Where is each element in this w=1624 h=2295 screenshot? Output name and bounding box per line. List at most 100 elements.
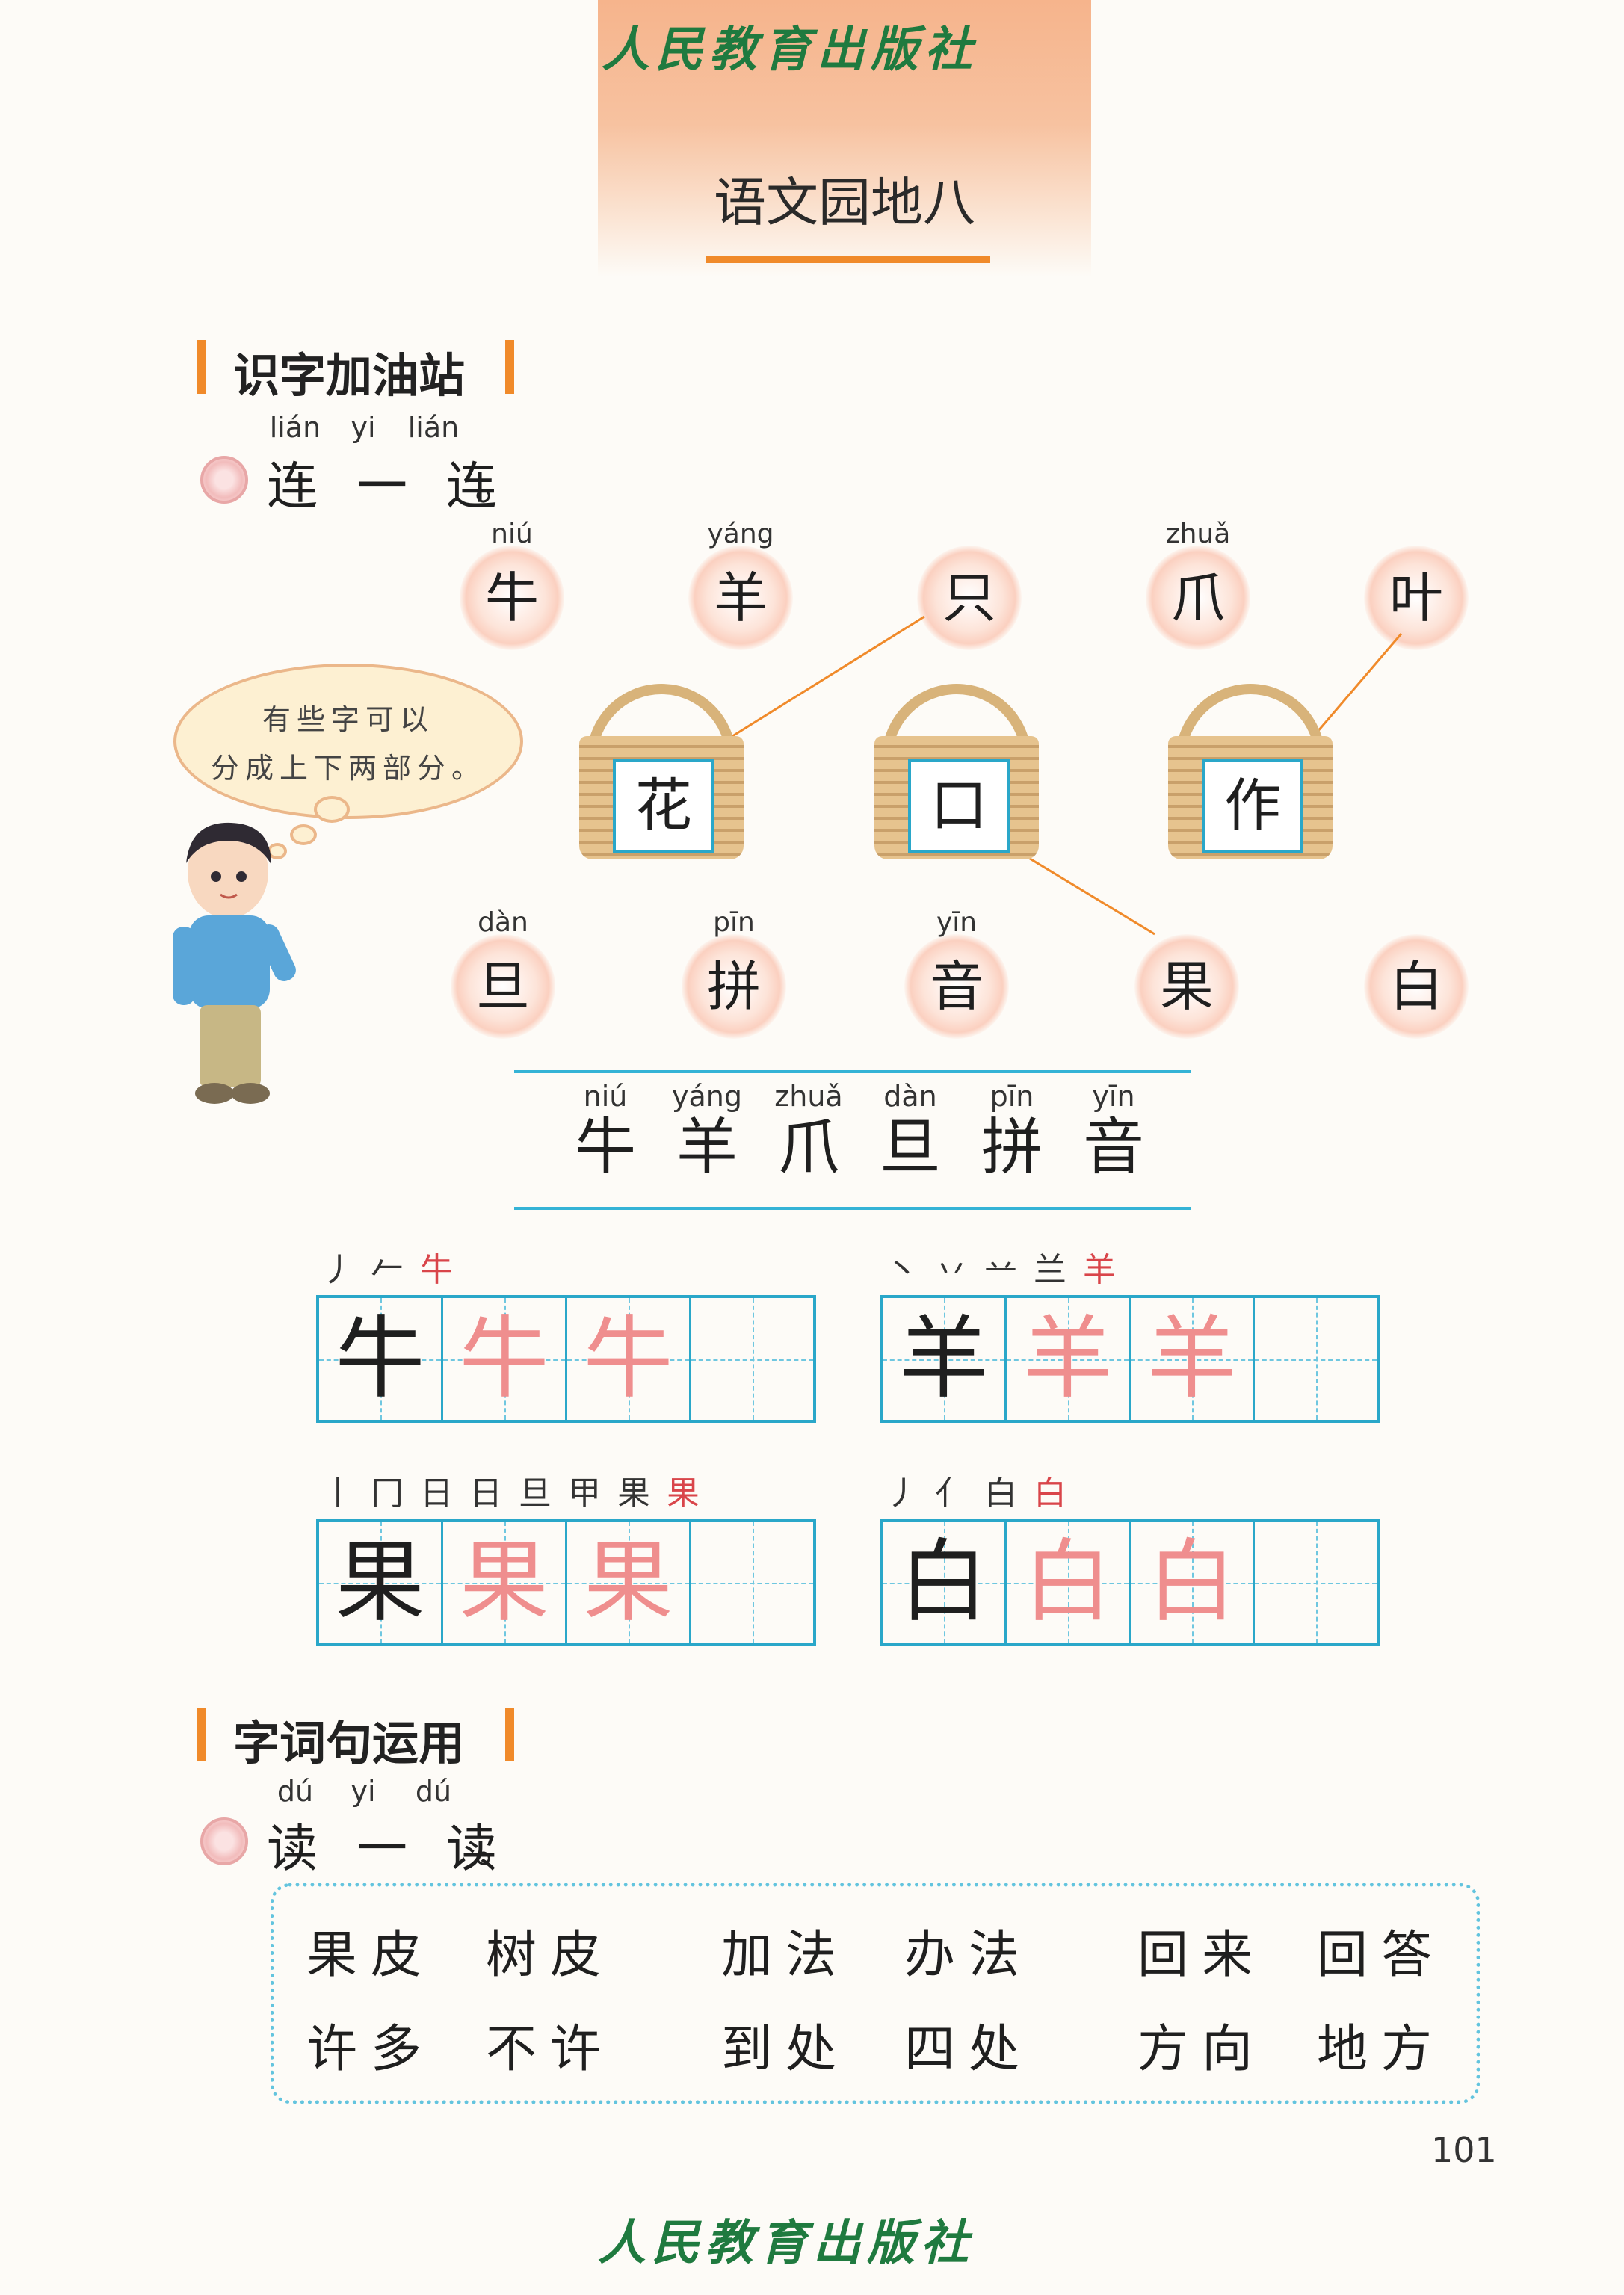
trace-char: 果 — [583, 1530, 673, 1634]
pinyin: pīn — [713, 907, 755, 938]
grid-cell-empty[interactable] — [1255, 1298, 1377, 1420]
basket-hua[interactable]: 花 — [579, 684, 744, 863]
model-char: 白 — [898, 1530, 989, 1634]
header-banner — [598, 0, 1091, 277]
stroke-order-yang: 丶 丷 䒑 兰 羊 — [886, 1243, 1116, 1291]
new-word: pīn 拼 — [975, 1080, 1049, 1182]
grid-cell[interactable]: 牛 — [319, 1298, 443, 1420]
pinyin: dàn — [883, 1080, 937, 1113]
grid-cell[interactable]: 牛 — [443, 1298, 567, 1420]
pinyin: zhuǎ — [1165, 519, 1231, 549]
component-char: 爪 — [1170, 566, 1225, 629]
writing-grid-bai[interactable]: 白 白 白 — [880, 1519, 1380, 1646]
instruction-text: 连一连 — [267, 457, 537, 516]
component-dan[interactable]: dàn 旦 — [451, 907, 555, 1039]
publisher-logo: 人民教育出版社 — [602, 22, 978, 78]
audio-icon — [200, 1817, 248, 1865]
basket-zuo[interactable]: 作 — [1168, 684, 1333, 863]
component-niu[interactable]: niú 牛 — [460, 519, 564, 650]
component-char: 牛 — [484, 566, 539, 629]
grid-cell[interactable]: 羊 — [1131, 1298, 1255, 1420]
grid-cell[interactable]: 羊 — [1007, 1298, 1131, 1420]
component-pin[interactable]: pīn 拼 — [682, 907, 786, 1039]
grid-cell[interactable]: 果 — [319, 1522, 443, 1643]
component-yang[interactable]: yáng 羊 — [688, 519, 793, 650]
title-underline — [706, 256, 990, 263]
instruction-pinyin: dú — [277, 1775, 314, 1808]
component-char: 拼 — [706, 955, 761, 1018]
component-char: 叶 — [1389, 566, 1443, 629]
component-char: 只 — [942, 566, 996, 629]
model-char: 羊 — [898, 1307, 989, 1411]
stroke-step: 丨 — [321, 1474, 354, 1513]
new-word: yáng 羊 — [670, 1080, 744, 1182]
line-zhi-hua — [702, 615, 925, 756]
component-zhua[interactable]: zhuǎ 爪 — [1146, 519, 1250, 650]
writing-grid-guo[interactable]: 果 果 果 — [316, 1519, 816, 1646]
pinyin: zhuǎ — [774, 1080, 843, 1113]
section-bar-left — [197, 340, 206, 394]
pinyin: pīn — [989, 1080, 1034, 1113]
page-title: 语文园地八 — [714, 172, 975, 233]
component-yin[interactable]: yīn 音 — [904, 907, 1009, 1039]
stroke-order-niu: 丿 𠂉 牛 — [321, 1243, 453, 1291]
grid-cell-empty[interactable] — [691, 1298, 813, 1420]
grid-cell-empty[interactable] — [1255, 1522, 1377, 1643]
writing-grid-yang[interactable]: 羊 羊 羊 — [880, 1295, 1380, 1423]
basket-char: 口 — [908, 759, 1010, 853]
basket-kou[interactable]: 口 — [874, 684, 1039, 863]
stroke-step: 日 — [469, 1474, 502, 1513]
grid-cell[interactable]: 白 — [1131, 1522, 1255, 1643]
word-item: 办法 — [904, 1926, 1034, 1985]
instruction-punct: 。 — [475, 459, 519, 511]
publisher-logo-footer: 人民教育出版社 — [598, 2215, 975, 2271]
word-item: 不许 — [486, 2020, 615, 2079]
component-zhi[interactable]: 只 — [917, 546, 1022, 650]
component-guo[interactable]: 果 — [1134, 934, 1239, 1039]
instruction-pinyin: lián — [269, 411, 321, 444]
word-char: 爪 — [777, 1112, 839, 1183]
grid-cell-empty[interactable] — [691, 1522, 813, 1643]
boy-illustration — [173, 822, 296, 1104]
stroke-step: 白 — [1034, 1474, 1066, 1513]
pinyin: yīn — [936, 907, 978, 938]
grid-cell[interactable]: 羊 — [883, 1298, 1007, 1420]
stroke-step: 白 — [984, 1474, 1017, 1513]
component-bai[interactable]: 白 — [1364, 934, 1469, 1039]
stroke-step: 羊 — [1083, 1251, 1116, 1289]
basket-char: 作 — [1202, 759, 1303, 853]
pinyin: yáng — [672, 1080, 742, 1113]
stroke-step: 牛 — [420, 1251, 453, 1289]
stroke-step: 丿 — [321, 1251, 354, 1289]
stroke-order-guo: 丨 冂 日 日 旦 甲 果 果 — [321, 1466, 700, 1514]
new-words-row: niú 牛 yáng 羊 zhuǎ 爪 dàn 旦 pīn 拼 yīn 音 — [568, 1080, 1151, 1182]
new-word: yīn 音 — [1076, 1080, 1151, 1182]
grid-cell[interactable]: 果 — [567, 1522, 691, 1643]
stroke-step: 丿 — [886, 1474, 918, 1513]
grid-cell[interactable]: 果 — [443, 1522, 567, 1643]
component-ye[interactable]: 叶 — [1364, 546, 1469, 650]
page-number: 101 — [1431, 2130, 1497, 2170]
word-item: 地方 — [1317, 2020, 1446, 2079]
line-ye-zuo — [1303, 633, 1403, 748]
grid-cell[interactable]: 牛 — [567, 1298, 691, 1420]
stroke-step: 甲 — [568, 1474, 601, 1513]
writing-grid-niu[interactable]: 牛 牛 牛 — [316, 1295, 816, 1423]
grid-cell[interactable]: 白 — [883, 1522, 1007, 1643]
pinyin: yīn — [1092, 1080, 1135, 1113]
stroke-step: 旦 — [519, 1474, 552, 1513]
trace-char: 羊 — [1022, 1307, 1113, 1411]
trace-char: 白 — [1146, 1530, 1237, 1634]
word-char: 羊 — [676, 1112, 738, 1183]
stroke-step: 日 — [420, 1474, 453, 1513]
model-char: 牛 — [335, 1307, 425, 1411]
section-bar-left — [197, 1708, 206, 1761]
word-box-top-line — [514, 1070, 1191, 1073]
line-kou-guo — [1012, 847, 1155, 936]
word-item: 四处 — [904, 2020, 1034, 2079]
grid-cell[interactable]: 白 — [1007, 1522, 1131, 1643]
new-word: dàn 旦 — [873, 1080, 948, 1182]
stroke-step: 冂 — [371, 1474, 404, 1513]
trace-char: 牛 — [583, 1307, 673, 1411]
bubble-line1: 有些字可以 — [262, 703, 434, 736]
